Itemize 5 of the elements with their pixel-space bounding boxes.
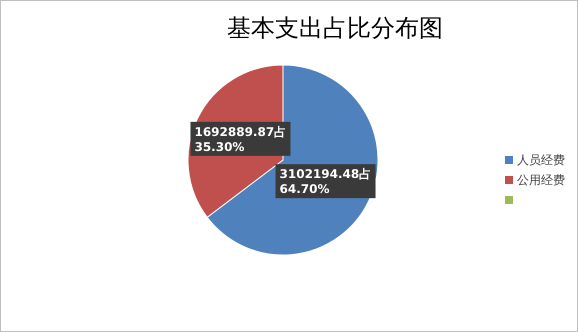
chart-title: 基本支出占比分布图: [227, 14, 443, 42]
legend-label: 人员经费: [517, 153, 565, 167]
legend-label: 公用经费: [517, 173, 565, 187]
data-label: 1692889.87占 35.30%: [194, 124, 286, 154]
data-label: 3102194.48占 64.70%: [280, 167, 372, 196]
